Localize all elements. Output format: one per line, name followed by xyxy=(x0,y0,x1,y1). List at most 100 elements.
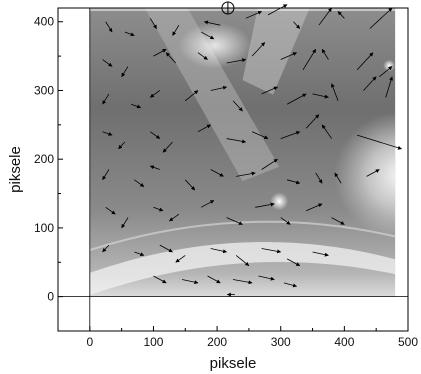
vector-arrow xyxy=(302,48,317,71)
vector-arrow xyxy=(102,131,113,136)
vector-arrow xyxy=(280,52,298,60)
vector-arrow xyxy=(182,279,199,285)
vector-arrow xyxy=(321,124,332,139)
vector-arrow xyxy=(261,158,278,170)
vector-arrow xyxy=(337,11,345,19)
vector-arrow xyxy=(255,202,275,208)
y-axis-label: piksele xyxy=(7,146,24,193)
vector-arrows xyxy=(102,4,403,297)
vector-arrow xyxy=(210,85,228,91)
vector-arrow xyxy=(121,217,129,229)
vector-arrow xyxy=(366,169,380,177)
vector-arrow xyxy=(153,206,164,212)
vector-arrow xyxy=(165,52,177,64)
vector-arrow xyxy=(232,100,243,112)
image-rim xyxy=(89,242,396,296)
vector-arrow xyxy=(102,93,110,105)
vector-arrow xyxy=(200,200,215,208)
vector-arrow xyxy=(286,258,301,267)
vector-arrow xyxy=(267,4,288,16)
vector-arrow xyxy=(185,90,199,102)
vector-arrow xyxy=(131,103,142,109)
reference-marker xyxy=(221,1,235,15)
vector-arrow xyxy=(251,131,269,139)
y-tick-label: 100 xyxy=(34,221,54,235)
x-tick-label: 200 xyxy=(207,335,227,349)
vector-arrow xyxy=(134,251,145,257)
x-axis-label: piksele xyxy=(210,355,257,372)
vector-arrow xyxy=(102,59,113,67)
vector-arrow xyxy=(226,138,247,144)
y-tick-label: 0 xyxy=(47,290,54,304)
vector-arrow xyxy=(286,93,307,105)
vector-arrow xyxy=(175,255,186,263)
x-tick-label: 400 xyxy=(334,335,354,349)
vector-arrow xyxy=(369,7,393,29)
vector-arrow xyxy=(159,244,173,253)
vector-arrow xyxy=(236,171,256,177)
y-tick-label: 200 xyxy=(34,152,54,166)
vector-arrow xyxy=(203,20,221,26)
vector-arrow xyxy=(331,83,339,101)
vector-arrow xyxy=(232,279,253,285)
vector-arrow xyxy=(102,169,110,181)
vector-arrow xyxy=(261,86,278,95)
vector-arrow xyxy=(312,251,329,257)
vector-arrow xyxy=(153,275,167,284)
vector-arrow xyxy=(162,141,173,153)
image-band-left xyxy=(144,8,280,182)
vector-arrow xyxy=(149,165,160,170)
vector-arrow xyxy=(293,21,301,29)
tick-labels: 0 100 200 300 400 500 0 100 200 300 400 xyxy=(34,15,418,349)
vector-arrow xyxy=(150,131,161,139)
vector-arrow xyxy=(153,48,167,57)
vector-arrow xyxy=(184,179,196,191)
vector-arrow xyxy=(283,282,298,288)
image-glow-top xyxy=(178,22,252,69)
vector-arrow xyxy=(286,179,301,185)
vector-arrow xyxy=(331,217,345,225)
vector-arrow xyxy=(334,172,342,184)
vector-arrow xyxy=(121,66,129,78)
vector-arrow xyxy=(102,244,110,253)
vector-arrow xyxy=(105,21,113,33)
vector-arrow xyxy=(379,66,393,78)
vector-arrow xyxy=(306,203,323,212)
vector-arrow xyxy=(356,134,403,150)
vector-arrow xyxy=(197,52,208,60)
vector-arrow xyxy=(210,248,228,254)
vector-arrow xyxy=(363,76,377,91)
image-spot-2 xyxy=(383,59,396,72)
vector-arrow xyxy=(258,275,275,281)
vector-arrow xyxy=(385,76,393,98)
vector-arrow xyxy=(280,131,301,139)
vector-arrow xyxy=(210,169,224,177)
x-tick-label: 300 xyxy=(271,335,291,349)
vector-arrow xyxy=(245,11,263,19)
vector-arrow xyxy=(149,90,161,98)
vector-arrow xyxy=(318,7,332,26)
x-tick-label: 0 xyxy=(86,335,93,349)
vector-arrow xyxy=(172,24,180,36)
vector-arrow xyxy=(197,124,212,133)
image-top-edge xyxy=(89,8,396,11)
axes xyxy=(57,7,409,332)
vector-arrow xyxy=(124,31,135,37)
x-tick-label: 100 xyxy=(143,335,163,349)
vector-arrow xyxy=(261,248,282,254)
vector-arrow xyxy=(134,179,145,188)
vector-arrow xyxy=(105,206,116,215)
vector-arrow xyxy=(251,42,266,57)
vector-arrow xyxy=(356,52,374,71)
vector-arrow xyxy=(312,93,329,99)
y-tick-label: 400 xyxy=(34,15,54,29)
vector-arrow xyxy=(305,114,320,129)
vector-arrow xyxy=(200,31,215,40)
vector-arrow xyxy=(226,217,243,225)
vector-arrow xyxy=(280,217,291,225)
y-tick-label: 300 xyxy=(34,83,54,97)
image-spot-1 xyxy=(270,192,289,211)
vector-arrow xyxy=(321,48,329,60)
vector-arrow xyxy=(226,58,247,64)
